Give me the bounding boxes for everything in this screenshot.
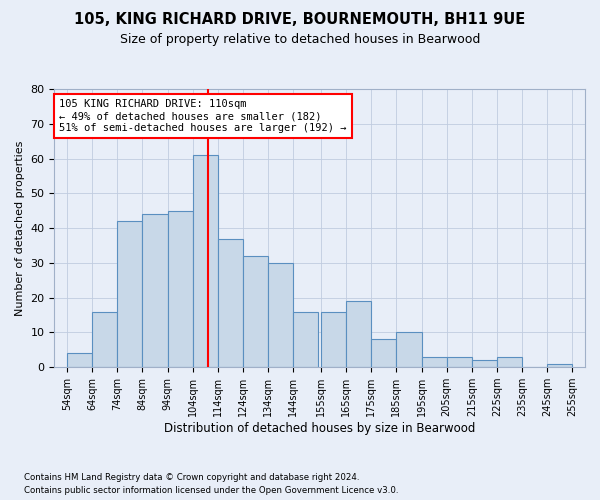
Bar (397, 332, 422, 367)
Bar (193, 155, 218, 367)
Bar (497, 357, 522, 367)
Text: Contains public sector information licensed under the Open Government Licence v3: Contains public sector information licen… (24, 486, 398, 495)
Bar (472, 360, 497, 367)
Text: 105, KING RICHARD DRIVE, BOURNEMOUTH, BH11 9UE: 105, KING RICHARD DRIVE, BOURNEMOUTH, BH… (74, 12, 526, 28)
Bar (92, 312, 117, 367)
Bar (142, 214, 167, 367)
Bar (167, 210, 193, 367)
X-axis label: Distribution of detached houses by size in Bearwood: Distribution of detached houses by size … (164, 422, 475, 435)
Bar (547, 364, 572, 367)
Text: 105 KING RICHARD DRIVE: 110sqm
← 49% of detached houses are smaller (182)
51% of: 105 KING RICHARD DRIVE: 110sqm ← 49% of … (59, 100, 347, 132)
Bar (268, 263, 293, 367)
Bar (446, 357, 472, 367)
Y-axis label: Number of detached properties: Number of detached properties (15, 140, 25, 316)
Bar (293, 312, 319, 367)
Bar (422, 357, 446, 367)
Bar (321, 312, 346, 367)
Bar (243, 256, 268, 367)
Text: Size of property relative to detached houses in Bearwood: Size of property relative to detached ho… (120, 32, 480, 46)
Bar (67, 354, 92, 367)
Bar (371, 340, 397, 367)
Text: Contains HM Land Registry data © Crown copyright and database right 2024.: Contains HM Land Registry data © Crown c… (24, 472, 359, 482)
Bar (117, 221, 142, 367)
Bar (346, 301, 371, 367)
Bar (218, 238, 243, 367)
